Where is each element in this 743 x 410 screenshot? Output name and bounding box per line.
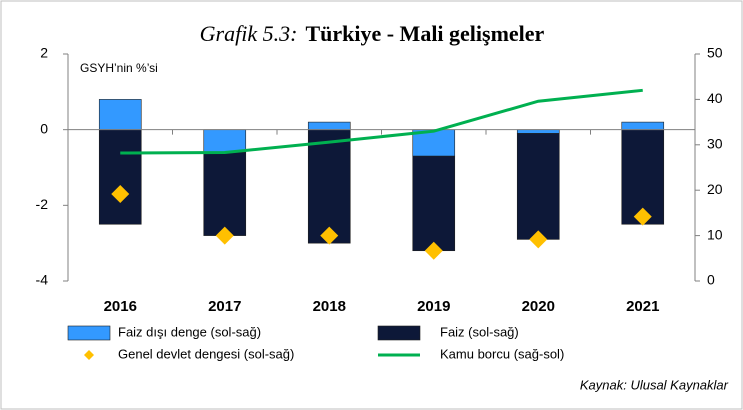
bar <box>203 129 247 153</box>
diamond-marker <box>111 184 130 203</box>
x-tick-label: 2019 <box>417 298 450 315</box>
diamond-marker <box>633 207 652 226</box>
legend-swatch <box>84 350 94 360</box>
y2-tick-label: 50 <box>707 45 723 61</box>
bar <box>307 121 351 130</box>
bar <box>412 155 456 252</box>
legend-swatch <box>67 325 111 341</box>
bar <box>621 121 665 130</box>
bar <box>516 129 560 134</box>
legend-label: Faiz dışı denge (sol-sağ) <box>118 324 261 339</box>
chart-title: Grafik 5.3: Türkiye - Mali gelişmeler <box>200 21 545 46</box>
diamond-marker <box>529 230 548 249</box>
bar <box>203 152 247 236</box>
x-tick-label: 2020 <box>522 298 555 315</box>
diamond-marker <box>320 226 339 245</box>
bar <box>307 129 351 244</box>
y-tick-label: 0 <box>40 120 48 136</box>
x-tick-label: 2021 <box>626 298 659 315</box>
y-tick-label: -2 <box>36 196 49 212</box>
x-tick-label: 2018 <box>313 298 346 315</box>
legend-label: Faiz (sol-sağ) <box>440 324 519 339</box>
y2-tick-label: 10 <box>707 226 723 242</box>
y2-tick-label: 20 <box>707 181 723 197</box>
line <box>120 88 643 155</box>
y2-tick-label: 30 <box>707 136 723 152</box>
diamond-marker <box>215 226 234 245</box>
x-tick-label: 2016 <box>104 298 137 315</box>
diamond-marker <box>424 241 443 260</box>
y2-tick-label: 40 <box>707 90 723 106</box>
y-tick-label: 2 <box>40 45 48 61</box>
bar <box>516 133 560 240</box>
y-tick-label: -4 <box>36 272 49 288</box>
y-axis-label: GSYH’nin %’si <box>80 61 158 75</box>
bar <box>98 129 142 225</box>
y2-tick-label: 0 <box>707 272 715 288</box>
bar <box>98 99 142 130</box>
source: Kaynak: Ulusal Kaynaklar <box>580 377 729 392</box>
x-tick-label: 2017 <box>208 298 241 315</box>
title-text: Türkiye - Mali gelişmeler <box>305 21 544 46</box>
title-label: Grafik 5.3: <box>200 21 298 46</box>
legend-swatch <box>377 325 421 341</box>
legend-label: Kamu borcu (sağ-sol) <box>440 346 564 361</box>
legend-label: Genel devlet dengesi (sol-sağ) <box>118 346 294 361</box>
